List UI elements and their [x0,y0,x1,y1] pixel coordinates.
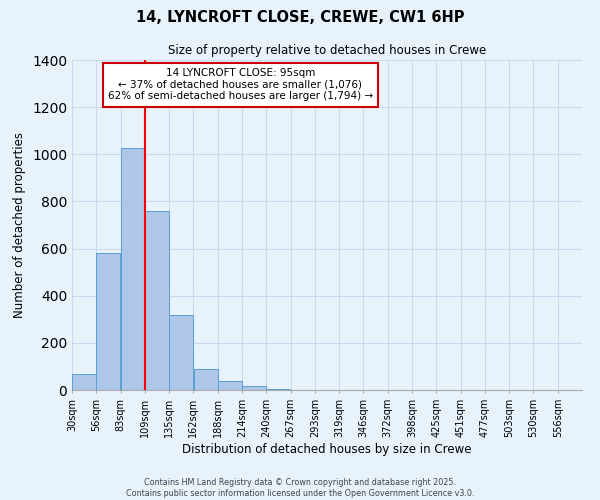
Bar [169,314,193,390]
Bar [97,254,121,390]
Bar [72,374,96,390]
Bar [121,148,145,390]
X-axis label: Distribution of detached houses by size in Crewe: Distribution of detached houses by size … [182,442,472,456]
Bar [194,370,218,390]
Bar [145,211,169,390]
Text: Contains HM Land Registry data © Crown copyright and database right 2025.
Contai: Contains HM Land Registry data © Crown c… [126,478,474,498]
Text: 14, LYNCROFT CLOSE, CREWE, CW1 6HP: 14, LYNCROFT CLOSE, CREWE, CW1 6HP [136,10,464,25]
Text: 14 LYNCROFT CLOSE: 95sqm
← 37% of detached houses are smaller (1,076)
62% of sem: 14 LYNCROFT CLOSE: 95sqm ← 37% of detach… [108,68,373,102]
Bar [266,389,290,390]
Bar [242,386,266,390]
Title: Size of property relative to detached houses in Crewe: Size of property relative to detached ho… [168,44,486,58]
Bar [218,380,242,390]
Y-axis label: Number of detached properties: Number of detached properties [13,132,26,318]
